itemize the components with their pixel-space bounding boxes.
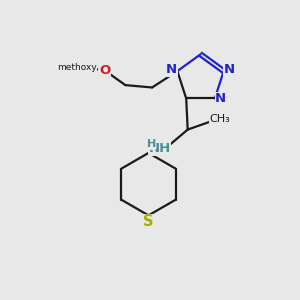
Text: O: O xyxy=(99,64,110,77)
Text: N: N xyxy=(166,63,177,76)
Text: N: N xyxy=(224,63,235,76)
Text: NH: NH xyxy=(148,142,171,155)
Text: N: N xyxy=(215,92,226,106)
Text: H: H xyxy=(146,140,156,149)
Text: methoxy: methoxy xyxy=(57,63,97,72)
Text: CH₃: CH₃ xyxy=(209,114,230,124)
Text: S: S xyxy=(143,214,154,230)
